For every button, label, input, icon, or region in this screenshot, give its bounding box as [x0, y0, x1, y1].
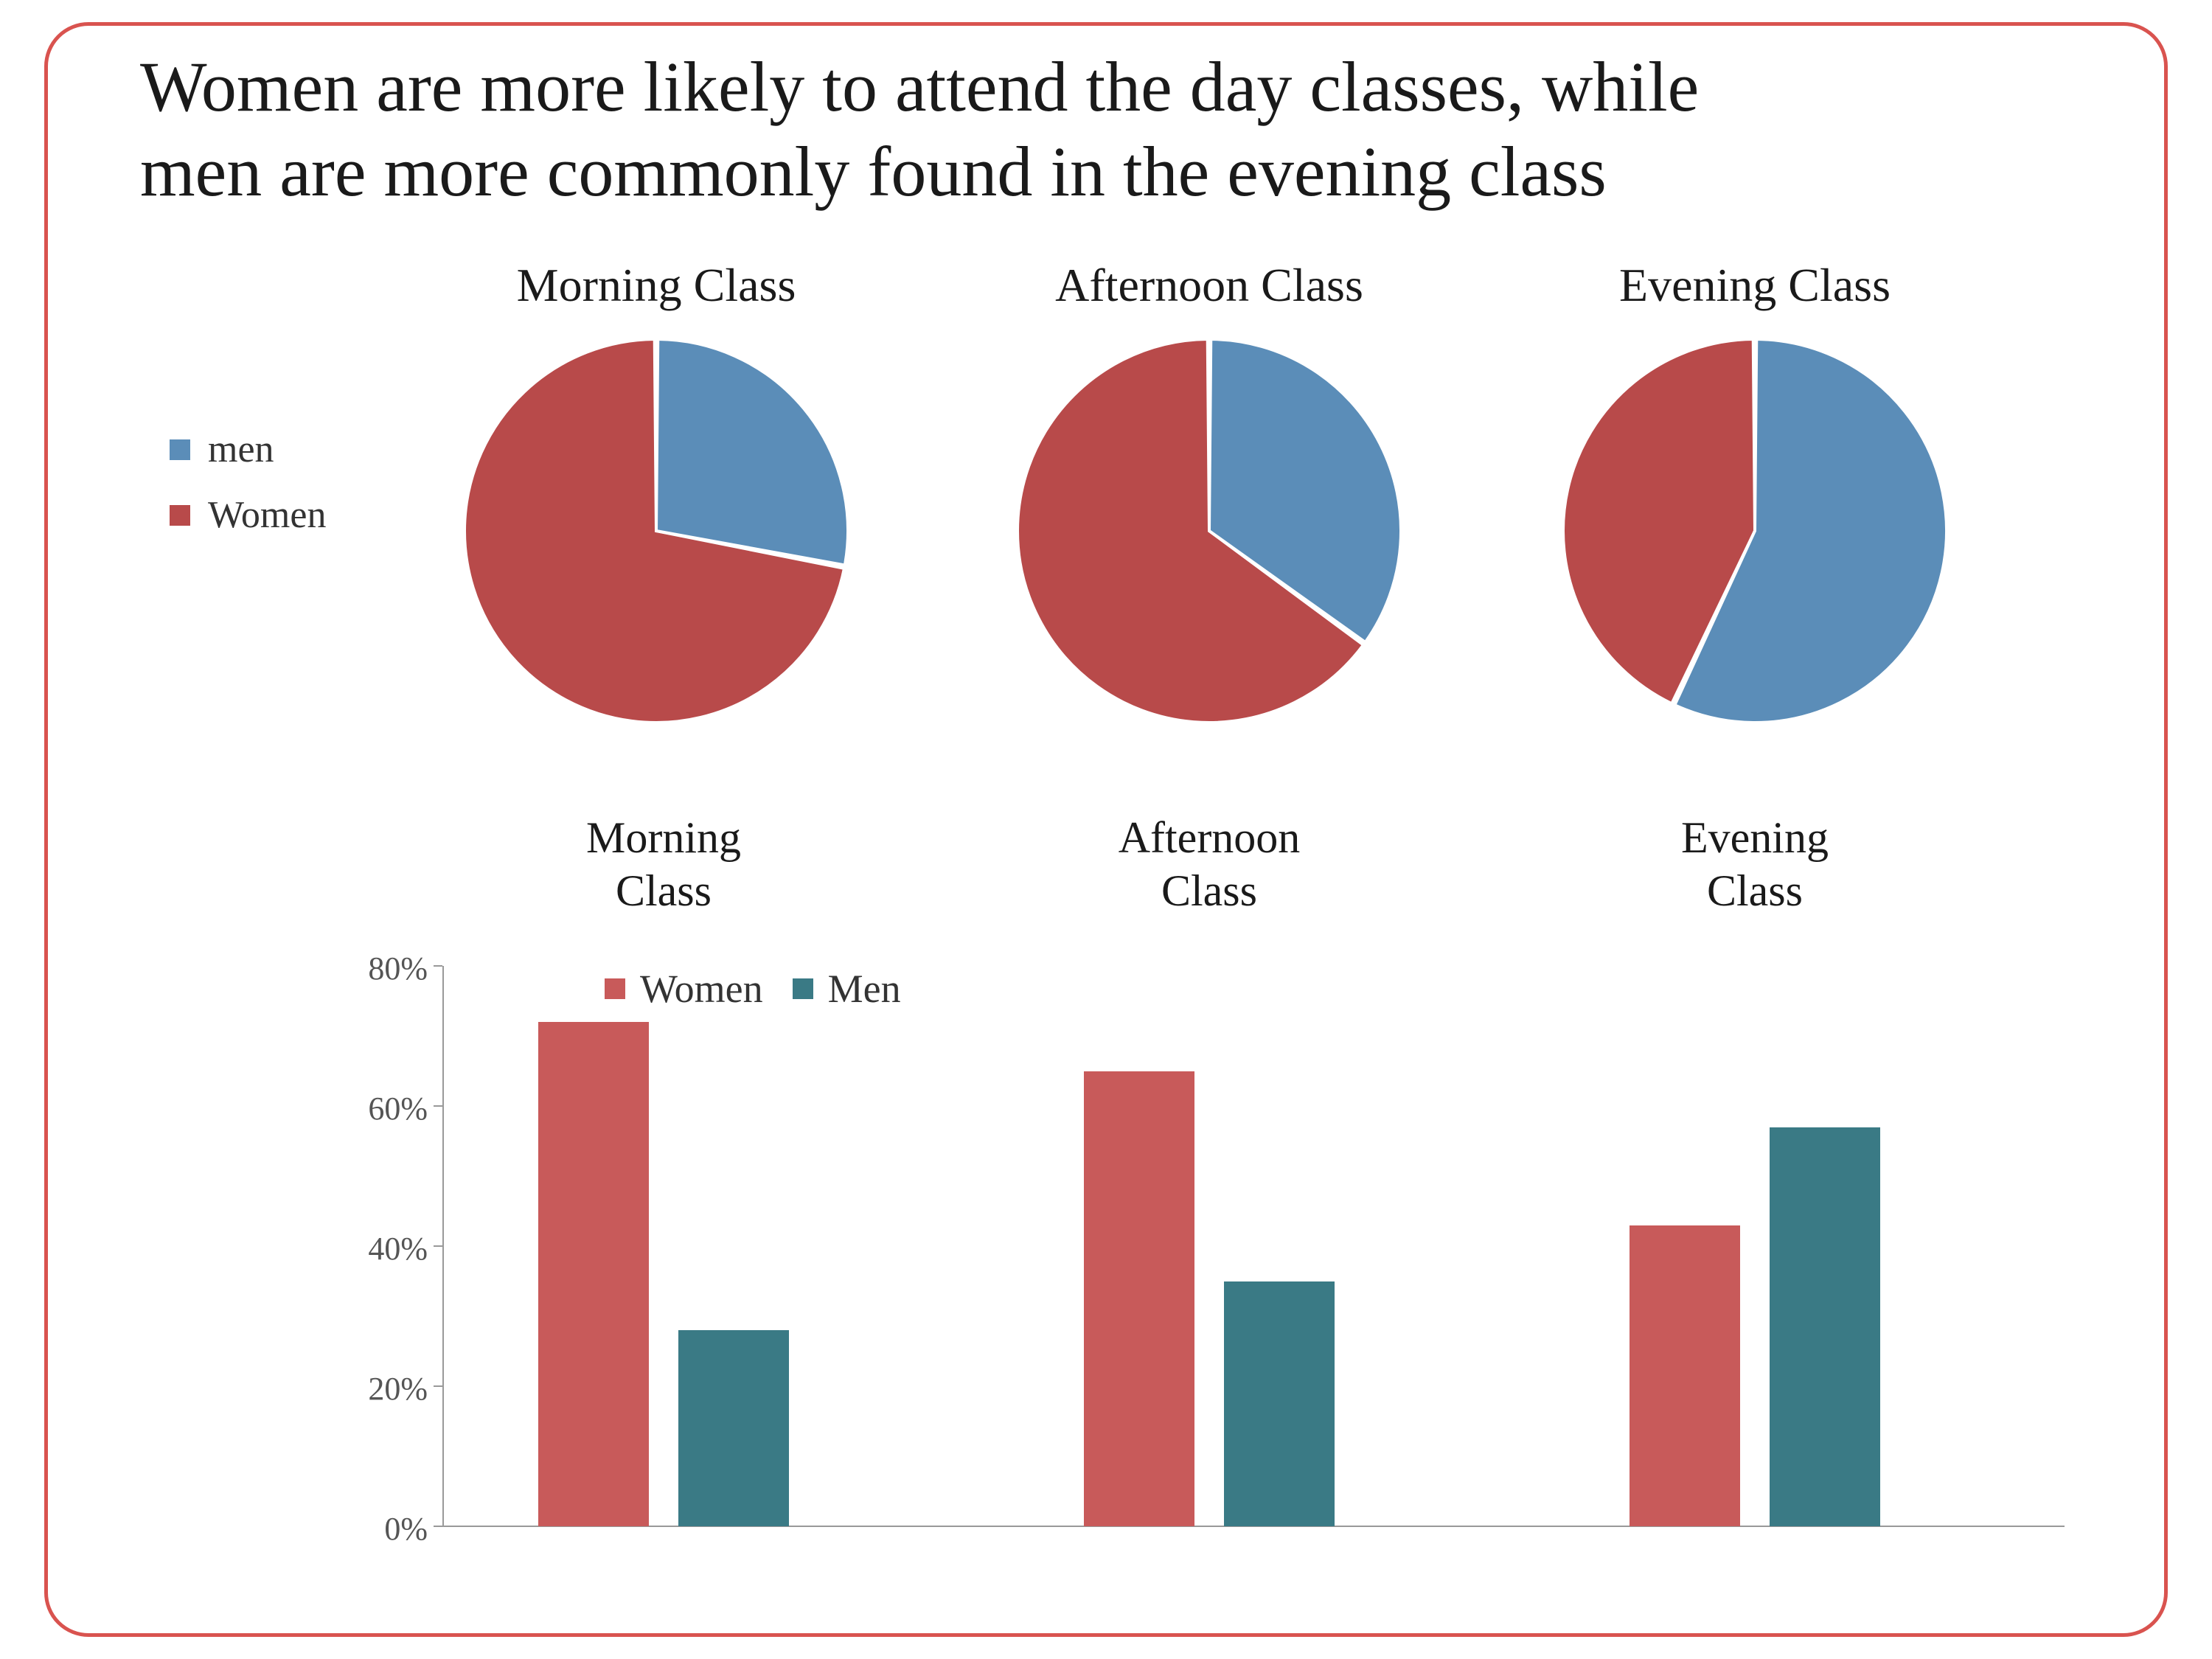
y-tick-mark — [434, 965, 442, 967]
bar-chart-title: AfternoonClass — [1025, 811, 1394, 917]
pie-slice-men — [656, 339, 848, 565]
y-tick-label: 80% — [317, 950, 428, 987]
bar-men — [1224, 1281, 1335, 1527]
pie-chart — [1556, 332, 1954, 730]
pie-chart-title: Afternoon Class — [988, 258, 1430, 313]
pie-chart-title: Evening Class — [1534, 258, 1976, 313]
legend-label: Women — [208, 493, 326, 537]
bar-chart-title: MorningClass — [479, 811, 848, 917]
pie-chart — [457, 332, 855, 730]
title-line2: men are more commonly found in the eveni… — [140, 132, 1607, 211]
legend-label: men — [208, 428, 274, 471]
y-tick-mark — [434, 1526, 442, 1527]
bar-plot-area: 0%20%40%60%80% — [442, 966, 2065, 1526]
y-tick-label: 0% — [317, 1510, 428, 1548]
bar-women — [538, 1022, 649, 1526]
y-tick-mark — [434, 1385, 442, 1387]
bar-men — [678, 1330, 789, 1526]
y-tick-label: 60% — [317, 1090, 428, 1127]
pie-legend: men Women — [170, 428, 326, 559]
bar-women — [1084, 1071, 1194, 1527]
bar-men — [1770, 1127, 1880, 1527]
pie-chart-title: Morning Class — [435, 258, 877, 313]
legend-swatch — [170, 505, 190, 526]
bar-women — [1630, 1225, 1740, 1527]
y-tick-mark — [434, 1105, 442, 1107]
title-line1: Women are more likely to attend the day … — [140, 47, 1699, 126]
y-tick-label: 20% — [317, 1370, 428, 1408]
chart-title: Women are more likely to attend the day … — [140, 44, 1699, 214]
y-tick-mark — [434, 1245, 442, 1247]
legend-swatch — [170, 439, 190, 460]
bar-chart-title: EveningClass — [1571, 811, 1939, 917]
pie-legend-item: Women — [170, 493, 326, 537]
pie-chart — [1010, 332, 1408, 730]
y-axis — [442, 966, 444, 1526]
pie-legend-item: men — [170, 428, 326, 471]
y-tick-label: 40% — [317, 1230, 428, 1267]
